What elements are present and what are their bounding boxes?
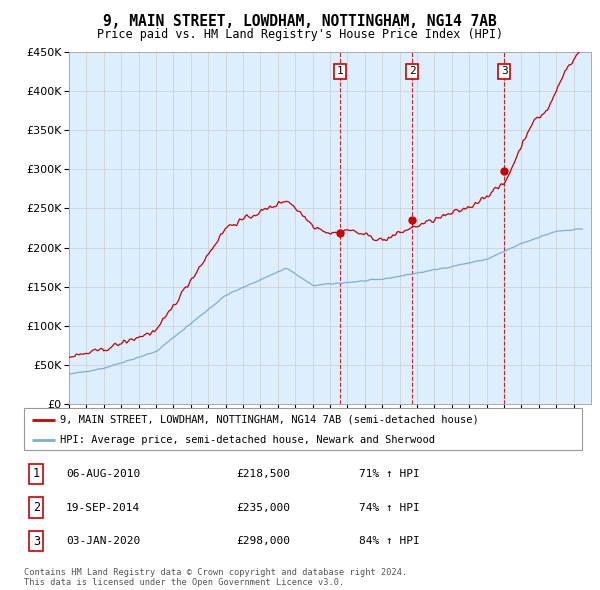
Text: 71% ↑ HPI: 71% ↑ HPI xyxy=(359,469,419,479)
Text: 1: 1 xyxy=(337,67,343,77)
Text: 06-AUG-2010: 06-AUG-2010 xyxy=(66,469,140,479)
Text: 9, MAIN STREET, LOWDHAM, NOTTINGHAM, NG14 7AB (semi-detached house): 9, MAIN STREET, LOWDHAM, NOTTINGHAM, NG1… xyxy=(60,415,479,425)
Text: This data is licensed under the Open Government Licence v3.0.: This data is licensed under the Open Gov… xyxy=(24,578,344,588)
Text: £235,000: £235,000 xyxy=(236,503,290,513)
Text: 2: 2 xyxy=(409,67,416,77)
Text: HPI: Average price, semi-detached house, Newark and Sherwood: HPI: Average price, semi-detached house,… xyxy=(60,435,435,445)
Text: £298,000: £298,000 xyxy=(236,536,290,546)
Text: 19-SEP-2014: 19-SEP-2014 xyxy=(66,503,140,513)
Text: Price paid vs. HM Land Registry's House Price Index (HPI): Price paid vs. HM Land Registry's House … xyxy=(97,28,503,41)
Text: 3: 3 xyxy=(501,67,508,77)
Text: 74% ↑ HPI: 74% ↑ HPI xyxy=(359,503,419,513)
Text: 84% ↑ HPI: 84% ↑ HPI xyxy=(359,536,419,546)
Text: 1: 1 xyxy=(33,467,40,480)
Text: 03-JAN-2020: 03-JAN-2020 xyxy=(66,536,140,546)
Text: Contains HM Land Registry data © Crown copyright and database right 2024.: Contains HM Land Registry data © Crown c… xyxy=(24,568,407,577)
Text: £218,500: £218,500 xyxy=(236,469,290,479)
Text: 9, MAIN STREET, LOWDHAM, NOTTINGHAM, NG14 7AB: 9, MAIN STREET, LOWDHAM, NOTTINGHAM, NG1… xyxy=(103,14,497,30)
Text: 2: 2 xyxy=(33,501,40,514)
Text: 3: 3 xyxy=(33,535,40,548)
